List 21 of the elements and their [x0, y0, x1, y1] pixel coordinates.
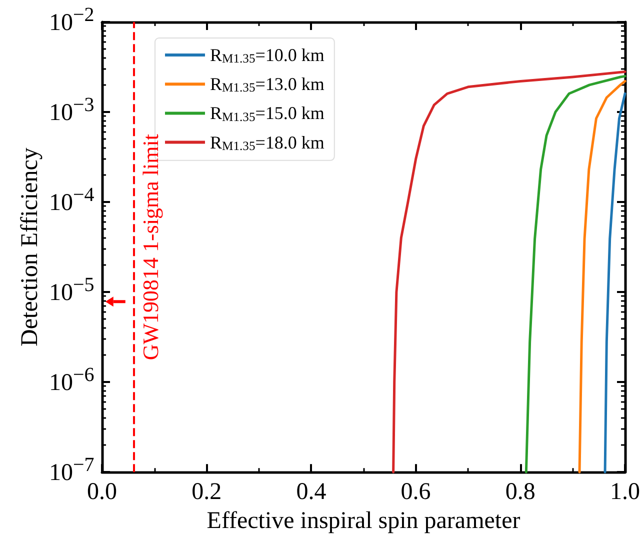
x-tick-label: 0.2: [192, 479, 222, 506]
line-series: [578, 80, 626, 474]
y-tick-label: 10$^{−4}$: [49, 184, 94, 216]
legend-label: RM1.35=10.0 km: [210, 45, 324, 66]
x-tick-label: 0.6: [400, 479, 431, 506]
y-tick-label: 10$^{−5}$: [49, 274, 94, 306]
line-series: [392, 70, 626, 474]
y-axis-title: Detection Efficiency: [17, 148, 43, 346]
legend-label: RM1.35=15.0 km: [210, 103, 324, 124]
x-axis-title: Effective inspiral spin parameter: [206, 508, 520, 534]
x-tick-label: 0.8: [505, 479, 536, 506]
x-tick-label: 0.4: [296, 479, 326, 506]
line-series: [524, 74, 626, 474]
x-tick-label: 1.0: [610, 479, 640, 506]
legend-label: RM1.35=18.0 km: [210, 132, 324, 153]
y-tick-label: 10$^{−6}$: [49, 364, 94, 396]
line-series: [604, 92, 626, 474]
legend-label: RM1.35=13.0 km: [210, 74, 324, 95]
y-tick-label: 10$^{−3}$: [49, 94, 94, 126]
y-tick-label: 10$^{−2}$: [49, 4, 94, 36]
ref-line-label: GW190814 1-sigma limit: [138, 134, 163, 360]
